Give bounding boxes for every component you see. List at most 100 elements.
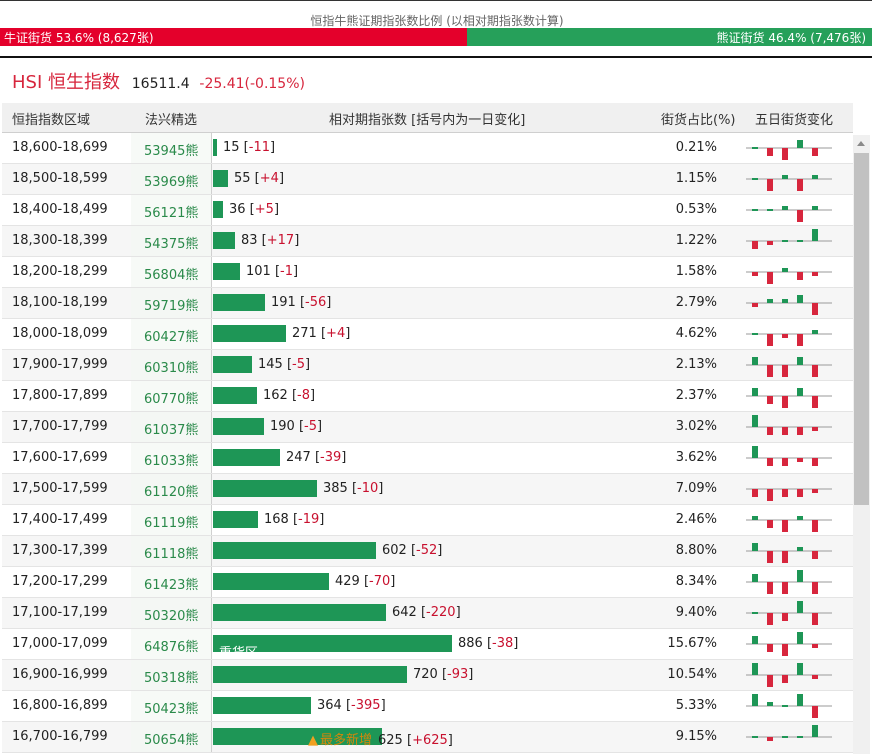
warrant-link[interactable]: 50654熊 xyxy=(144,733,199,748)
warrant-link[interactable]: 61118熊 xyxy=(144,547,199,562)
sparkline-bar xyxy=(812,613,818,625)
scroll-up-arrow-icon[interactable] xyxy=(853,135,870,152)
sparkline-bar xyxy=(767,241,773,245)
warrant-cell[interactable]: 60770熊 xyxy=(131,381,211,411)
sparkline-bar xyxy=(797,570,803,582)
warrant-link[interactable]: 56121熊 xyxy=(144,206,199,221)
range-cell: 18,300-18,399 xyxy=(12,233,108,248)
table-row[interactable]: 17,100-17,199 50320熊 642 [-220] 9.40% xyxy=(2,598,853,629)
warrant-cell[interactable]: 60310熊 xyxy=(131,350,211,380)
contracts-value: 190 [-5] xyxy=(270,419,323,434)
contracts-cell: 55 [+4] xyxy=(211,164,652,194)
table-row[interactable]: 16,700-16,799 50654熊 ▲ 最多新增 625 [+625] 9.15% xyxy=(2,722,853,753)
warrant-link[interactable]: 50318熊 xyxy=(144,671,199,686)
vertical-scrollbar[interactable] xyxy=(853,135,870,754)
warrant-cell[interactable]: 61037熊 xyxy=(131,412,211,442)
sparkline-bar xyxy=(812,706,818,718)
warrant-cell[interactable]: 50654熊 xyxy=(131,722,211,752)
warrant-link[interactable]: 56804熊 xyxy=(144,268,199,283)
daily-change: +5 xyxy=(254,202,274,217)
table-row[interactable]: 18,100-18,199 59719熊 191 [-56] 2.79% xyxy=(2,288,853,319)
warrant-cell[interactable]: 50318熊 xyxy=(131,660,211,690)
table-row[interactable]: 16,900-16,999 50318熊 720 [-93] 10.54% xyxy=(2,660,853,691)
daily-change: -19 xyxy=(298,512,320,527)
contracts-value: 55 [+4] xyxy=(234,171,285,186)
bear-stat: 46.4% (7,476张) xyxy=(768,30,866,45)
table-row[interactable]: 17,500-17,599 61120熊 385 [-10] 7.09% xyxy=(2,474,853,505)
daily-change: -395 xyxy=(351,698,381,713)
warrant-cell[interactable]: 53969熊 xyxy=(131,164,211,194)
warrant-link[interactable]: 61037熊 xyxy=(144,423,199,438)
table-row[interactable]: 17,200-17,299 61423熊 429 [-70] 8.34% xyxy=(2,567,853,598)
warrant-link[interactable]: 53969熊 xyxy=(144,175,199,190)
contracts-count: 385 xyxy=(323,481,348,496)
warrant-cell[interactable]: 56121熊 xyxy=(131,195,211,225)
warrant-cell[interactable]: 64876熊 xyxy=(131,629,211,659)
five-day-sparkline xyxy=(746,140,832,160)
scrollbar-thumb[interactable] xyxy=(854,153,869,505)
sparkline-bar xyxy=(767,334,773,346)
range-cell: 18,500-18,599 xyxy=(12,171,108,186)
sparkline-bar xyxy=(782,175,788,179)
contracts-value: 145 [-5] xyxy=(258,357,311,372)
contracts-count: 429 xyxy=(335,574,360,589)
warrant-cell[interactable]: 61423熊 xyxy=(131,567,211,597)
contracts-count: 642 xyxy=(392,605,417,620)
warrant-link[interactable]: 50423熊 xyxy=(144,702,199,717)
table-row[interactable]: 18,500-18,599 53969熊 55 [+4] 1.15% xyxy=(2,164,853,195)
contracts-cell: 145 [-5] xyxy=(211,350,652,380)
table-row[interactable]: 17,300-17,399 61118熊 602 [-52] 8.80% xyxy=(2,536,853,567)
warrant-link[interactable]: 54375熊 xyxy=(144,237,199,252)
table-row[interactable]: 17,600-17,699 61033熊 247 [-39] 3.62% xyxy=(2,443,853,474)
warrant-link[interactable]: 53945熊 xyxy=(144,144,199,159)
index-quote[interactable]: HSI 恒生指数 16511.4 -25.41(-0.15%) xyxy=(12,68,305,94)
table-row[interactable]: 17,700-17,799 61037熊 190 [-5] 3.02% xyxy=(2,412,853,443)
contracts-cell: 重货区 886 [-38] xyxy=(211,629,652,661)
sparkline-bar xyxy=(812,148,818,156)
table-row[interactable]: 18,000-18,099 60427熊 271 [+4] 4.62% xyxy=(2,319,853,350)
warrant-cell[interactable]: 61033熊 xyxy=(131,443,211,473)
table-row[interactable]: 18,200-18,299 56804熊 101 [-1] 1.58% xyxy=(2,257,853,288)
warrant-cell[interactable]: 60427熊 xyxy=(131,319,211,349)
warrant-cell[interactable]: 56804熊 xyxy=(131,257,211,287)
table-row[interactable]: 16,800-16,899 50423熊 364 [-395] 5.33% xyxy=(2,691,853,722)
contracts-cell: 642 [-220] xyxy=(211,598,652,628)
warrant-link[interactable]: 60770熊 xyxy=(144,392,199,407)
warrant-cell[interactable]: 54375熊 xyxy=(131,226,211,256)
warrant-link[interactable]: 64876熊 xyxy=(144,640,199,655)
contracts-cell: 429 [-70] xyxy=(211,567,652,597)
warrant-cell[interactable]: 53945熊 xyxy=(131,133,211,163)
contracts-cell: 385 [-10] xyxy=(211,474,652,504)
warrant-cell[interactable]: 59719熊 xyxy=(131,288,211,318)
table-row[interactable]: 17,900-17,999 60310熊 145 [-5] 2.13% xyxy=(2,350,853,381)
table-row[interactable]: 17,000-17,099 64876熊 重货区 886 [-38] 15.67% xyxy=(2,629,853,661)
warrant-link[interactable]: 61033熊 xyxy=(144,454,199,469)
contracts-bar xyxy=(213,387,257,404)
warrant-link[interactable]: 60427熊 xyxy=(144,330,199,345)
table-row[interactable]: 18,300-18,399 54375熊 83 [+17] 1.22% xyxy=(2,226,853,257)
table-row[interactable]: 18,400-18,499 56121熊 36 [+5] 0.53% xyxy=(2,195,853,226)
five-day-sparkline xyxy=(746,330,832,346)
warrant-link[interactable]: 50320熊 xyxy=(144,609,199,624)
sparkline-bar xyxy=(752,241,758,249)
warrant-cell[interactable]: 50423熊 xyxy=(131,691,211,721)
contracts-bar xyxy=(213,604,386,621)
range-cell: 17,400-17,499 xyxy=(12,512,108,527)
sparkline-bar xyxy=(782,268,788,272)
warrant-cell[interactable]: 61120熊 xyxy=(131,474,211,504)
warrant-cell[interactable]: 50320熊 xyxy=(131,598,211,628)
warrant-link[interactable]: 59719熊 xyxy=(144,299,199,314)
warrant-cell[interactable]: 61118熊 xyxy=(131,536,211,566)
sparkline-bar xyxy=(812,675,818,679)
warrant-link[interactable]: 61423熊 xyxy=(144,578,199,593)
table-row[interactable]: 17,800-17,899 60770熊 162 [-8] 2.37% xyxy=(2,381,853,412)
warrant-link[interactable]: 61119熊 xyxy=(144,516,199,531)
warrant-cell[interactable]: 61119熊 xyxy=(131,505,211,535)
sparkline-bar xyxy=(752,272,758,276)
sparkline-bar xyxy=(797,357,803,365)
warrant-link[interactable]: 61120熊 xyxy=(144,485,199,500)
table-row[interactable]: 17,400-17,499 61119熊 168 [-19] 2.46% xyxy=(2,505,853,536)
table-row[interactable]: 18,600-18,699 53945熊 15 [-11] 0.21% xyxy=(2,133,853,164)
sparkline-bar xyxy=(752,147,758,149)
warrant-link[interactable]: 60310熊 xyxy=(144,361,199,376)
